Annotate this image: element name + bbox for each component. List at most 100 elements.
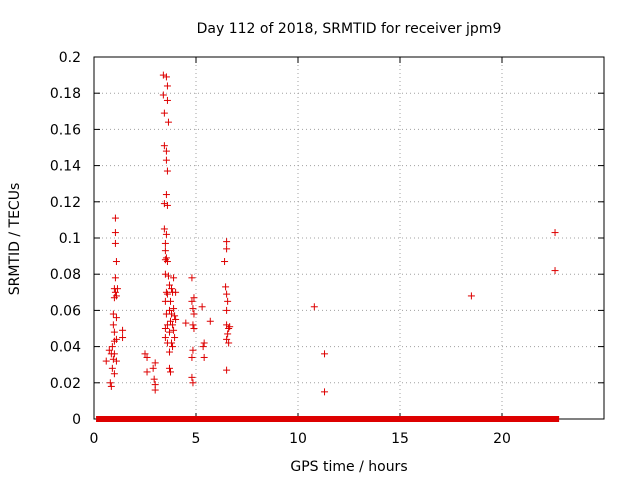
y-tick-label: 0.18 bbox=[50, 86, 81, 102]
data-point bbox=[223, 306, 231, 314]
x-tick-label: 10 bbox=[289, 431, 307, 447]
data-point bbox=[189, 346, 197, 354]
data-point bbox=[169, 321, 177, 329]
data-point bbox=[188, 353, 196, 361]
data-point bbox=[170, 326, 178, 334]
data-point bbox=[198, 303, 206, 311]
data-point bbox=[110, 328, 118, 336]
data-point bbox=[105, 346, 113, 354]
data-point bbox=[171, 334, 179, 342]
data-point bbox=[167, 368, 174, 376]
data-point bbox=[109, 355, 117, 363]
data-point bbox=[160, 200, 168, 208]
data-point bbox=[102, 357, 110, 365]
data-point bbox=[321, 350, 329, 358]
data-point bbox=[160, 225, 168, 233]
data-point bbox=[223, 238, 231, 246]
data-point bbox=[170, 274, 178, 282]
data-points bbox=[96, 71, 560, 422]
data-point bbox=[188, 373, 196, 381]
y-tick-label: 0.2 bbox=[59, 50, 81, 66]
data-point bbox=[112, 292, 120, 300]
data-point bbox=[165, 328, 173, 336]
data-point bbox=[321, 388, 329, 396]
data-point bbox=[163, 290, 171, 298]
data-point bbox=[188, 297, 196, 305]
data-point bbox=[226, 323, 234, 331]
data-point bbox=[225, 325, 233, 332]
y-tick-label: 0.16 bbox=[50, 122, 81, 138]
data-point bbox=[169, 343, 177, 351]
data-point bbox=[119, 326, 127, 334]
data-point bbox=[310, 303, 318, 311]
data-point bbox=[112, 258, 120, 266]
y-tick-label: 0.14 bbox=[50, 159, 81, 175]
data-point bbox=[223, 321, 231, 329]
data-point bbox=[165, 281, 173, 289]
data-point bbox=[107, 382, 115, 390]
data-point bbox=[161, 325, 169, 332]
data-point bbox=[163, 96, 171, 104]
data-point bbox=[108, 364, 116, 372]
data-point bbox=[221, 258, 229, 266]
data-point bbox=[164, 118, 172, 126]
data-point bbox=[223, 245, 231, 253]
y-axis-label: SRMTID / TECUs bbox=[7, 183, 23, 296]
data-point bbox=[172, 288, 180, 296]
data-point bbox=[189, 305, 197, 313]
data-point bbox=[164, 272, 172, 280]
data-point bbox=[108, 343, 116, 351]
data-point bbox=[162, 254, 170, 262]
y-tick-label: 0.04 bbox=[50, 340, 81, 356]
zero-value-points bbox=[96, 416, 560, 422]
data-point bbox=[111, 288, 119, 296]
y-tick-label: 0.02 bbox=[50, 376, 81, 392]
data-point bbox=[162, 147, 170, 155]
data-point bbox=[151, 386, 159, 394]
data-point bbox=[119, 334, 127, 342]
data-point bbox=[168, 339, 176, 347]
data-point bbox=[172, 315, 180, 323]
data-point bbox=[141, 350, 149, 358]
y-tick-label: 0.12 bbox=[50, 195, 81, 211]
data-point bbox=[167, 317, 174, 325]
data-point bbox=[112, 357, 120, 365]
data-point bbox=[162, 288, 170, 296]
data-point bbox=[467, 292, 475, 300]
data-point bbox=[200, 353, 208, 361]
data-point bbox=[162, 230, 170, 238]
data-point bbox=[190, 325, 198, 332]
data-point bbox=[223, 290, 231, 298]
data-point bbox=[224, 297, 232, 305]
x-tick-label: 20 bbox=[493, 431, 511, 447]
data-point bbox=[113, 285, 121, 293]
data-point bbox=[111, 239, 119, 247]
data-point bbox=[162, 73, 170, 81]
data-point bbox=[149, 364, 157, 372]
data-point bbox=[222, 283, 230, 291]
chart-title: Day 112 of 2018, SRMTID for receiver jpm… bbox=[197, 21, 502, 37]
data-point bbox=[151, 359, 159, 367]
data-point bbox=[110, 370, 118, 378]
data-point bbox=[160, 142, 168, 150]
data-point bbox=[170, 305, 178, 313]
data-point bbox=[171, 312, 179, 320]
data-point bbox=[163, 201, 171, 209]
y-tick-label: 0.06 bbox=[50, 303, 81, 319]
x-axis-label: GPS time / hours bbox=[290, 459, 407, 475]
data-point bbox=[109, 321, 117, 329]
data-point bbox=[111, 214, 119, 222]
data-point bbox=[182, 319, 190, 327]
x-tick-label: 5 bbox=[192, 431, 201, 447]
grid bbox=[94, 57, 604, 419]
data-point bbox=[161, 334, 169, 342]
data-point bbox=[162, 156, 170, 164]
data-point bbox=[223, 335, 231, 343]
y-tick-label: 0.08 bbox=[50, 267, 81, 283]
data-point bbox=[106, 379, 114, 387]
data-point bbox=[163, 258, 171, 266]
data-point bbox=[206, 317, 214, 325]
data-point bbox=[143, 353, 151, 361]
ticks: 0 0.02 0.04 0.06 0.08 0.1 0.12 0.14 0.16 0.18 0.2 0… bbox=[50, 50, 604, 447]
data-point bbox=[168, 310, 176, 318]
